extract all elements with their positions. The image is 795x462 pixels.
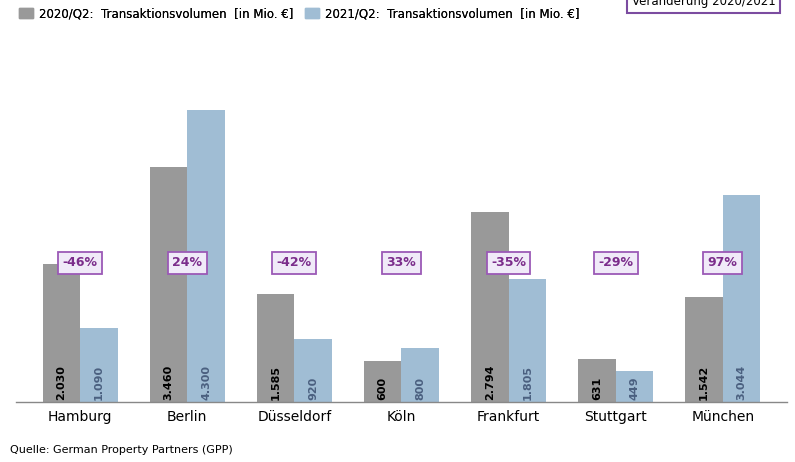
Bar	[723, 195, 760, 402]
Bar	[188, 110, 225, 402]
Text: Veränderung 2020/2021: Veränderung 2020/2021	[632, 0, 775, 8]
Text: 2.794: 2.794	[485, 365, 494, 400]
Text: 449: 449	[630, 376, 639, 400]
Bar	[578, 359, 615, 402]
Bar	[615, 371, 653, 402]
Bar	[471, 212, 509, 402]
Bar	[149, 167, 188, 402]
Text: 1.090: 1.090	[94, 365, 104, 400]
Text: 920: 920	[308, 377, 318, 400]
Text: 3.460: 3.460	[164, 365, 173, 400]
Bar	[43, 264, 80, 402]
Text: 1.585: 1.585	[270, 365, 281, 400]
Bar	[257, 294, 294, 402]
Text: 1.542: 1.542	[699, 365, 709, 400]
Text: 3.044: 3.044	[736, 365, 747, 400]
Text: 24%: 24%	[173, 256, 202, 269]
Legend: 2020/Q2:  Transaktionsvolumen  [in Mio. €], 2021/Q2:  Transaktionsvolumen  [in M: 2020/Q2: Transaktionsvolumen [in Mio. €]…	[14, 2, 584, 25]
Text: 600: 600	[378, 377, 388, 400]
Bar	[509, 280, 546, 402]
Text: 631: 631	[592, 377, 602, 400]
Text: 97%: 97%	[708, 256, 738, 269]
Text: -35%: -35%	[491, 256, 526, 269]
Bar	[364, 361, 401, 402]
Text: 33%: 33%	[386, 256, 417, 269]
Bar	[294, 340, 332, 402]
Bar	[401, 347, 439, 402]
Text: -29%: -29%	[598, 256, 633, 269]
Text: 800: 800	[415, 377, 425, 400]
Bar	[80, 328, 118, 402]
Bar	[685, 297, 723, 402]
Text: -46%: -46%	[63, 256, 98, 269]
Text: -42%: -42%	[277, 256, 312, 269]
Text: Quelle: German Property Partners (GPP): Quelle: German Property Partners (GPP)	[10, 445, 232, 455]
Text: 4.300: 4.300	[201, 365, 211, 400]
Text: 2.030: 2.030	[56, 365, 67, 400]
Text: 1.805: 1.805	[522, 365, 533, 400]
